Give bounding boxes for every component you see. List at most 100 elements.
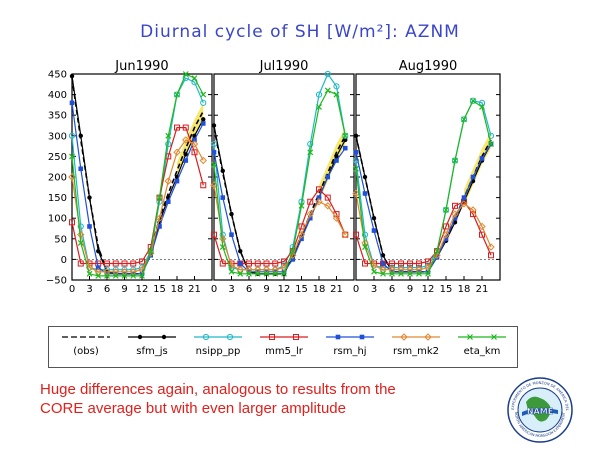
data-point [236, 265, 244, 274]
data-point [246, 269, 252, 275]
data-point [200, 121, 206, 126]
data-point [362, 191, 368, 196]
data-point [164, 177, 172, 185]
legend-swatch [392, 333, 440, 341]
data-point [478, 222, 486, 231]
data-point [103, 268, 111, 276]
x-tick-label: 9 [407, 284, 413, 295]
caption-line-1: Huge differences again, analogous to res… [40, 381, 396, 398]
panel-title: Aug1990 [399, 59, 457, 74]
series-line-mm5_lr [355, 200, 492, 265]
data-point [334, 154, 339, 159]
y-tick-label: −50 [46, 276, 67, 287]
data-point [113, 271, 119, 277]
data-point [183, 158, 189, 163]
data-point [271, 265, 279, 274]
panel-frame [71, 73, 213, 281]
data-point [442, 230, 450, 239]
series-line-obs [355, 135, 492, 273]
data-point [122, 271, 127, 277]
data-point [183, 152, 188, 157]
data-point [95, 272, 102, 279]
data-point [263, 270, 270, 277]
data-point [255, 269, 261, 275]
data-point [443, 207, 449, 213]
x-tick-label: 0 [69, 284, 75, 295]
x-tick-label: 18 [171, 284, 184, 295]
legend-swatches [62, 333, 506, 341]
data-point [211, 149, 217, 155]
y-tick-label: 0 [61, 255, 67, 266]
data-point [424, 263, 432, 272]
data-point [220, 168, 225, 174]
data-point [407, 270, 413, 277]
data-point [77, 239, 84, 246]
x-tick-label: 9 [121, 284, 127, 295]
data-point [192, 137, 197, 143]
data-point [469, 97, 477, 104]
x-tick-label: 3 [371, 284, 377, 295]
data-point [307, 149, 314, 156]
data-point [315, 198, 323, 206]
series-line-obs [71, 77, 205, 275]
x-tick-label: 15 [440, 284, 453, 295]
data-point [130, 260, 137, 267]
data-point [68, 132, 76, 139]
data-point [352, 157, 360, 164]
logo-mid-text: NAME [527, 407, 553, 416]
data-point [416, 270, 422, 277]
data-point [211, 123, 217, 128]
legend-label-nsipp-pp: nsipp_pp [195, 346, 241, 357]
x-tick-label: 12 [278, 284, 291, 295]
data-point [307, 198, 314, 205]
y-tick-label: 200 [48, 173, 67, 184]
data-point [316, 186, 322, 193]
data-point [470, 174, 476, 180]
data-point [200, 91, 207, 98]
data-point [211, 161, 217, 168]
data-point [380, 253, 386, 258]
series-line-eta_km [355, 99, 492, 275]
data-point [307, 140, 314, 148]
legend-marker [491, 334, 497, 340]
data-point [78, 166, 84, 172]
data-point [139, 258, 145, 265]
series-line-rsm_hj [355, 143, 492, 273]
data-point [416, 269, 422, 275]
y-tick-label: 300 [48, 131, 67, 142]
data-point [371, 228, 377, 233]
obs-range-band [319, 127, 346, 202]
data-point [211, 231, 217, 238]
data-point [353, 231, 359, 238]
data-point [130, 271, 136, 277]
data-point [104, 260, 110, 267]
data-point [352, 189, 360, 198]
series-line-obs [213, 127, 347, 275]
data-point [452, 157, 458, 164]
data-point [139, 271, 145, 277]
data-point [371, 268, 377, 275]
data-point [407, 269, 413, 275]
data-point [479, 231, 485, 238]
data-point [353, 149, 359, 155]
data-point [219, 260, 226, 267]
data-point [104, 272, 110, 279]
data-point [165, 132, 172, 139]
data-point [147, 248, 154, 255]
data-point [78, 133, 83, 138]
data-point [488, 141, 494, 147]
data-point [174, 124, 180, 131]
data-point [157, 224, 162, 229]
data-point [182, 136, 190, 144]
y-tick-label: 150 [48, 193, 67, 204]
data-point [343, 137, 348, 143]
data-point [94, 268, 102, 276]
data-point [434, 255, 440, 260]
data-point [415, 265, 423, 274]
data-point [289, 248, 296, 255]
data-point [112, 272, 119, 279]
data-point [452, 215, 458, 221]
legend: (obs) sfm_js nsipp_pp mm5_lr rsm_hj rsm_… [48, 326, 518, 368]
data-point [112, 260, 119, 267]
data-point [461, 116, 467, 123]
